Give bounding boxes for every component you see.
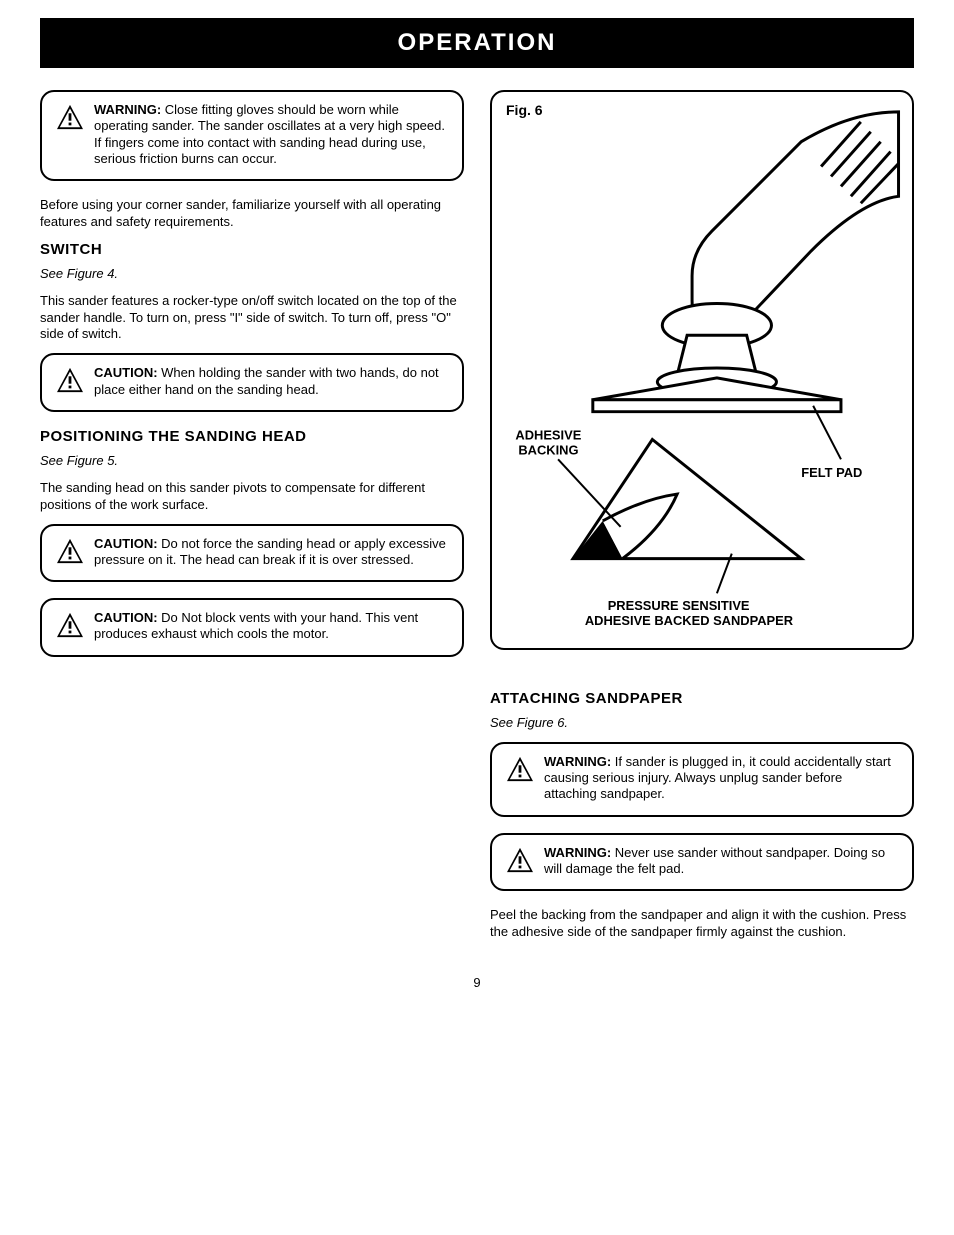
figure-6-illustration: FELT PAD ADHESIVE BACKING PRESSUR [502,102,902,638]
intro-paragraph: Before using your corner sander, familia… [40,197,464,231]
warning-lead: WARNING: [544,845,611,860]
label-psa-l1: ADHESIVE BACKED SANDPAPER [585,613,794,628]
warning-icon [506,847,534,873]
label-psa-l0: PRESSURE SENSITIVE [608,598,750,613]
banner-title: OPERATION [398,29,557,57]
caution-box-vents: CAUTION: Do Not block vents with your ha… [40,598,464,657]
warning-text-unplug: WARNING: If sander is plugged in, it cou… [544,754,898,803]
see-figure-5: See Figure 5. [40,453,464,470]
switch-heading: SWITCH [40,241,464,258]
section-banner: OPERATION [40,18,914,68]
warning-icon [506,756,534,782]
warning-lead: WARNING: [94,102,161,117]
columns: WARNING: Close fitting gloves should be … [40,90,914,951]
warning-lead: WARNING: [544,754,611,769]
see-figure-4: See Figure 4. [40,266,464,283]
see-figure-6: See Figure 6. [490,715,914,732]
warning-box-no-paper: WARNING: Never use sander without sandpa… [490,833,914,892]
label-adhesive-backing-l1: BACKING [518,442,578,457]
warning-box-gloves: WARNING: Close fitting gloves should be … [40,90,464,181]
positioning-heading: POSITIONING THE SANDING HEAD [40,428,464,445]
right-column: Fig. 6 [490,90,914,951]
warning-box-unplug: WARNING: If sander is plugged in, it cou… [490,742,914,817]
label-adhesive-backing-l0: ADHESIVE [515,427,581,442]
caution-box-hands: CAUTION: When holding the sander with tw… [40,353,464,412]
figure-number: Fig. 6 [506,102,543,118]
caution-icon [56,538,84,564]
positioning-paragraph: The sanding head on this sander pivots t… [40,480,464,514]
caution-lead: CAUTION: [94,365,158,380]
label-felt-pad: FELT PAD [801,465,862,480]
caution-text-hands: CAUTION: When holding the sander with tw… [94,365,448,398]
caution-lead: CAUTION: [94,536,158,551]
switch-paragraph: This sander features a rocker-type on/of… [40,293,464,344]
warning-icon [56,104,84,130]
warning-text-gloves: WARNING: Close fitting gloves should be … [94,102,448,167]
attaching-heading: ATTACHING SANDPAPER [490,690,914,707]
caution-icon [56,367,84,393]
caution-lead: CAUTION: [94,610,158,625]
caution-icon [56,612,84,638]
figure-6-box: Fig. 6 [490,90,914,650]
attach-paragraph: Peel the backing from the sandpaper and … [490,907,914,941]
caution-text-force: CAUTION: Do not force the sanding head o… [94,536,448,569]
left-column: WARNING: Close fitting gloves should be … [40,90,464,951]
page-number: 9 [40,975,914,990]
page: OPERATION WARNING: Close fitting gloves … [0,0,954,1020]
warning-text-no-paper: WARNING: Never use sander without sandpa… [544,845,898,878]
caution-text-vents: CAUTION: Do Not block vents with your ha… [94,610,448,643]
caution-box-force: CAUTION: Do not force the sanding head o… [40,524,464,583]
